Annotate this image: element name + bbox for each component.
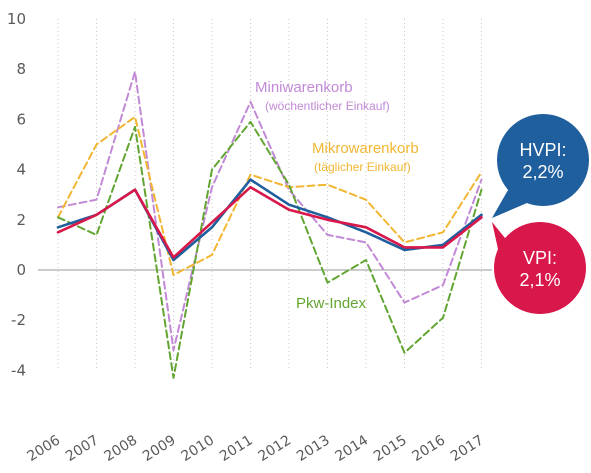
series-line-mikrowarenkorb (57, 115, 483, 276)
x-tick-label: 2010 (179, 432, 218, 464)
x-tick-label: 2012 (256, 432, 295, 464)
bubble-hvpi (497, 114, 589, 206)
x-tick-label: 2006 (25, 432, 64, 464)
y-tick-label: 2 (16, 211, 26, 229)
series-line-pkw-index (57, 120, 483, 379)
x-tick-label: 2011 (217, 432, 256, 464)
x-tick-label: 2008 (102, 432, 141, 464)
y-tick-label: 10 (7, 10, 26, 28)
annotation-mini-sub: (wöchentlicher Einkauf) (265, 99, 390, 113)
x-tick-label: 2016 (410, 432, 449, 464)
y-tick-label: 6 (16, 110, 26, 128)
x-axis: 2006 2007 2008 2009 2010 2011 2012 2013 2014 2015… (25, 432, 487, 464)
series-line-vpi (56, 185, 483, 259)
annotations: Miniwarenkorb (wöchentlicher Einkauf) Mikr… (255, 79, 419, 312)
y-tick-label: 4 (16, 161, 26, 179)
bubble-vpi (494, 222, 586, 314)
x-tick-label: 2007 (63, 432, 102, 464)
x-tick-label: 2009 (140, 432, 179, 464)
grid (38, 19, 492, 371)
annotation-mini: Miniwarenkorb (255, 79, 353, 96)
annotation-pkw: Pkw-Index (296, 295, 367, 312)
x-tick-label: 2013 (294, 432, 333, 464)
bubble-hvpi-label: 2,2% (522, 162, 563, 182)
series-lines (56, 70, 483, 379)
annotation-mikro-sub: (täglicher Einkauf) (314, 160, 411, 174)
x-tick-label: 2015 (371, 432, 410, 464)
y-tick-label: 0 (16, 261, 26, 279)
series-line-miniwarenkorb (57, 70, 483, 352)
value-bubbles: HVPI:2,2% VPI:2,1% (492, 114, 589, 314)
bubble-vpi-label: VPI: (523, 248, 557, 268)
bubble-hvpi-label: HVPI: (519, 140, 566, 160)
y-tick-label: -2 (11, 311, 26, 329)
bubble-tail-hvpi (492, 190, 527, 218)
bubble-vpi-label: 2,1% (519, 270, 560, 290)
x-tick-label: 2014 (333, 432, 372, 464)
x-tick-label: 2017 (448, 432, 487, 464)
y-tick-label: -4 (11, 361, 26, 379)
y-tick-label: 8 (16, 60, 26, 78)
annotation-mikro: Mikrowarenkorb (312, 140, 419, 157)
y-axis: -4 -2 0 2 4 6 8 10 (7, 10, 26, 379)
